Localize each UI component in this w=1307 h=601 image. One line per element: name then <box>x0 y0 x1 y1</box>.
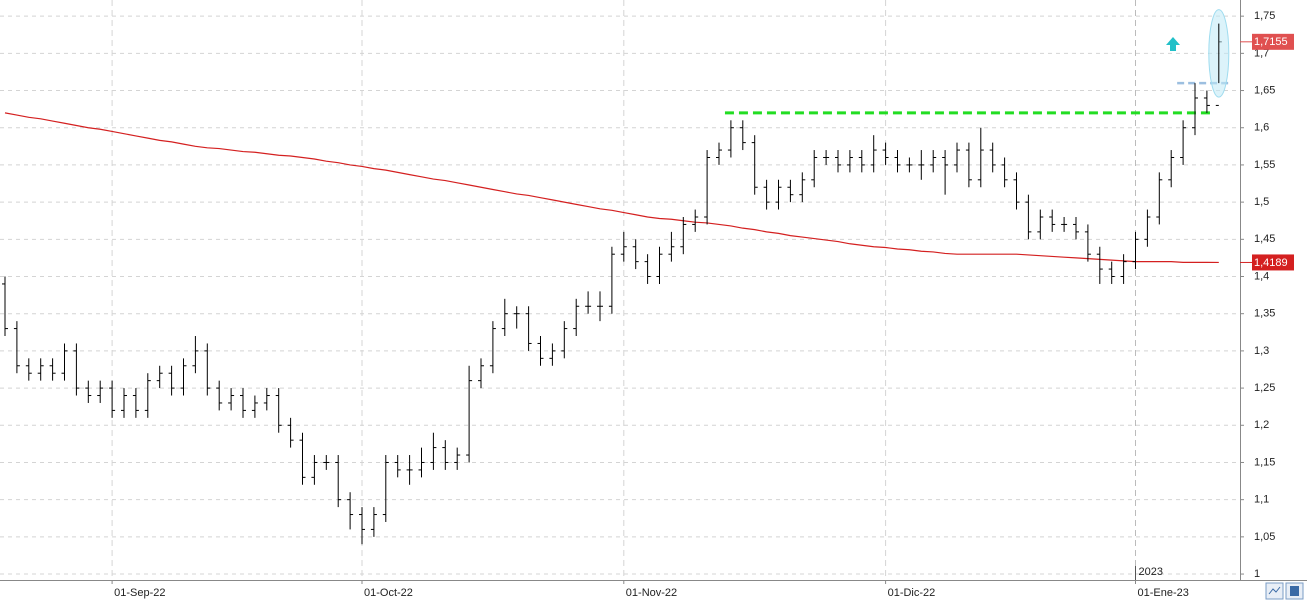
ma-label-box <box>1252 254 1294 271</box>
y-tick-label: 1,3 <box>1254 345 1269 357</box>
y-tick-label: 1,45 <box>1254 233 1275 245</box>
y-tick-label: 1,4 <box>1254 270 1269 282</box>
up-arrow <box>1166 37 1180 51</box>
close-label: 1,7155 <box>1254 36 1288 48</box>
x-tick-label: 01-Sep-22 <box>114 587 165 599</box>
x-tick-label: 01-Ene-23 <box>1138 587 1189 599</box>
moving-average <box>4 112 1219 264</box>
y-tick-label: 1,15 <box>1254 456 1275 468</box>
y-tick-label: 1,65 <box>1254 84 1275 96</box>
y-tick-label: 1,55 <box>1254 159 1275 171</box>
y-tick-label: 1,7 <box>1254 47 1269 59</box>
y-tick-label: 1,6 <box>1254 122 1269 134</box>
y-tick-label: 1,25 <box>1254 382 1275 394</box>
zoom-icon <box>1268 586 1281 595</box>
y-tick-label: 1,1 <box>1254 494 1269 506</box>
year-marker: 2023 <box>1139 566 1163 578</box>
x-tick-label: 01-Oct-22 <box>364 587 413 599</box>
close-label-box <box>1252 33 1294 50</box>
save-icon <box>1290 586 1299 596</box>
ma-label: 1,4189 <box>1254 257 1288 269</box>
y-tick-label: 1,35 <box>1254 308 1275 320</box>
x-tick-label: 01-Dic-22 <box>888 587 936 599</box>
y-tick-label: 1,2 <box>1254 419 1269 431</box>
y-tick-label: 1,5 <box>1254 196 1269 208</box>
y-tick-label: 1 <box>1254 568 1260 580</box>
y-tick-label: 1,05 <box>1254 531 1275 543</box>
x-tick-label: 01-Nov-22 <box>626 587 677 599</box>
y-tick-label: 1,75 <box>1254 10 1275 22</box>
